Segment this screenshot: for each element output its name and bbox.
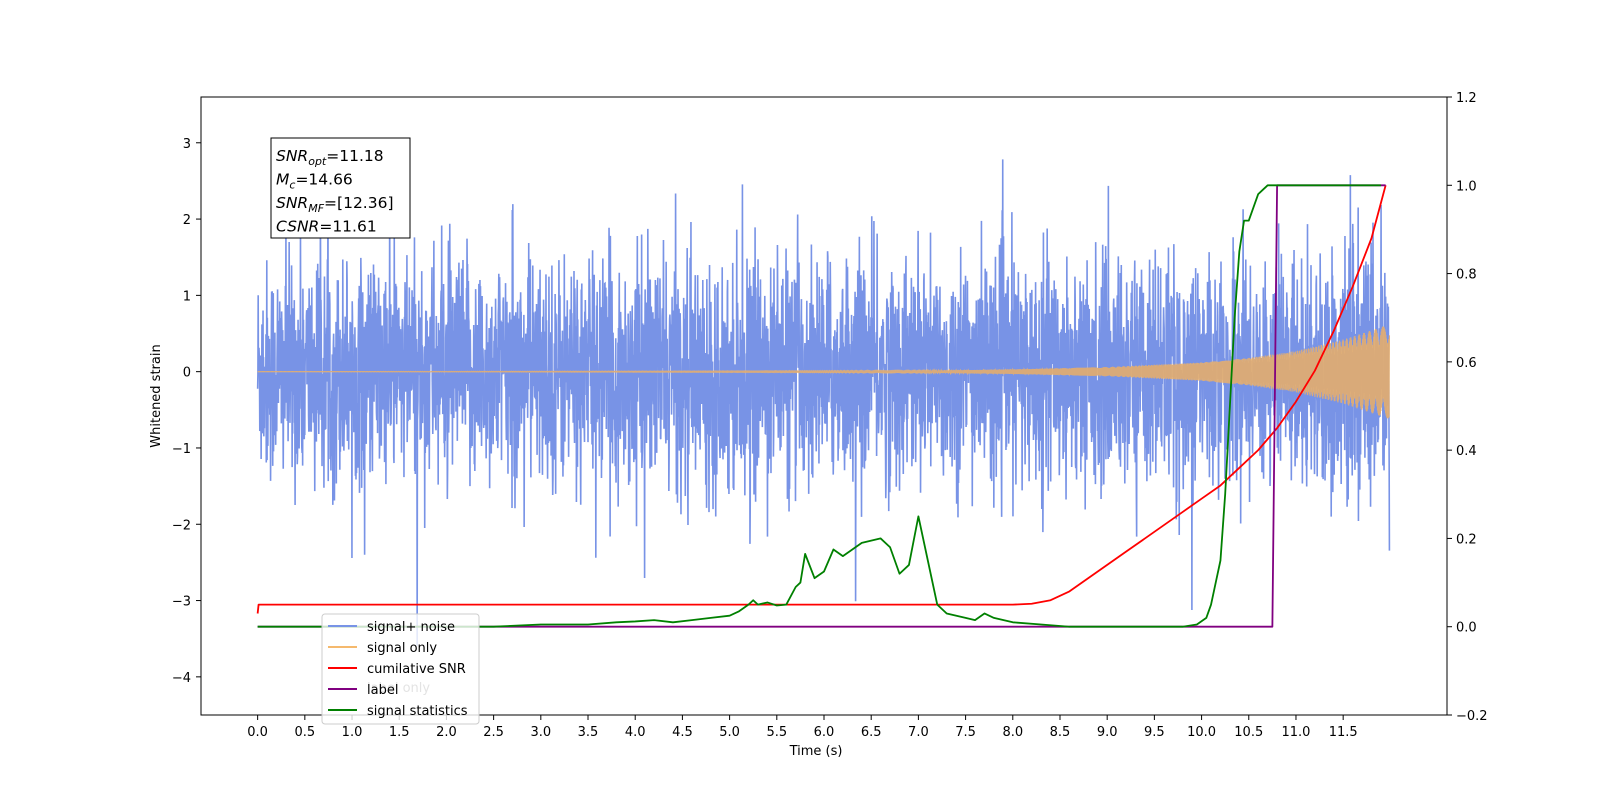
legend-entry: label (367, 683, 398, 698)
annotation-frame (270, 137, 411, 239)
y-left-tick-label: 0 (183, 366, 191, 381)
x-axis-label: Time (s) (789, 744, 843, 759)
x-tick-label: 3.0 (530, 725, 551, 740)
legend-entry: signal statistics (367, 704, 468, 719)
x-tick-label: 0.0 (247, 725, 268, 740)
x-tick-label: 11.5 (1329, 725, 1358, 740)
y-right-tick-label: 0.8 (1456, 268, 1477, 283)
series-cumilative-snrline (256, 185, 1387, 614)
y-right-tick-label: 1.2 (1456, 91, 1477, 106)
y-left-tick-label: −3 (172, 595, 191, 610)
annotation-line: CSNR=11.61 (276, 218, 377, 236)
x-tick-label: 8.5 (1050, 725, 1071, 740)
series-group (256, 159, 1391, 646)
x-tick-label: 5.5 (766, 725, 787, 740)
y-left-tick-label: 1 (183, 289, 191, 304)
x-tick-label: 6.0 (814, 725, 835, 740)
x-tick-label: 0.5 (294, 725, 315, 740)
x-tick-label: 11.0 (1281, 725, 1310, 740)
y-right-tick-label: 0.2 (1456, 532, 1477, 547)
y-right-tick-label: 0.4 (1456, 444, 1477, 459)
x-tick-label: 7.5 (955, 725, 976, 740)
x-tick-label: 10.5 (1234, 725, 1263, 740)
annotation-line: Mc=14.66 (276, 171, 353, 192)
legend-frame (321, 613, 480, 725)
series-signal-noise-line (256, 159, 1391, 646)
legend-entry: signal only (367, 641, 437, 656)
y-left-tick-label: −4 (172, 671, 191, 686)
x-tick-label: 5.0 (719, 725, 740, 740)
legend: label only signal+ noise signal only cumila… (321, 613, 480, 725)
y-right-tick-label: 1.0 (1456, 179, 1477, 194)
y-left-tick-label: 3 (183, 137, 191, 152)
x-tick-label: 2.0 (436, 725, 457, 740)
x-tick-label: 7.0 (908, 725, 929, 740)
x-tick-label: 4.5 (672, 725, 693, 740)
legend-entry: cumilative SNR (367, 662, 466, 677)
x-tick-label: 9.0 (1097, 725, 1118, 740)
x-tick-label: 10.0 (1187, 725, 1216, 740)
x-tick-label: 6.5 (861, 725, 882, 740)
series-signal-statisticsline (257, 184, 1381, 628)
annotation-line: SNRopt=11.18 (276, 147, 384, 168)
y-axis-label: Whitened strain (149, 344, 164, 447)
x-tick-label: 8.0 (1002, 725, 1023, 740)
x-tick-label: 9.5 (1144, 725, 1165, 740)
annotation-line: SNRMF=[12.36] (276, 194, 394, 215)
legend-ghost-text: label only (367, 681, 430, 696)
series-signal-only-tint (257, 326, 1390, 419)
x-tick-label: 4.0 (625, 725, 646, 740)
x-tick-label: 2.5 (483, 725, 504, 740)
y-right-tick-label: 0.6 (1456, 356, 1477, 371)
y-left-tick-label: 2 (183, 213, 191, 228)
legend-entry: signal+ noise (367, 620, 455, 635)
y-left-tick-label: −1 (172, 442, 191, 457)
x-tick-label: 1.5 (389, 725, 410, 740)
y-right-tick-label: 0.0 (1456, 621, 1477, 636)
y-left-tick-label: −2 (172, 518, 191, 533)
x-tick-label: 1.0 (342, 725, 363, 740)
y-right-tick-label: −0.2 (1456, 709, 1488, 724)
plot-area (256, 159, 1391, 646)
axes: 0.0 0.5 1.0 1.5 2.0 2.5 3.0 3.5 4.0 4.5 5.0 5.5 6.0 6… (172, 91, 1488, 740)
x-tick-label: 3.5 (578, 725, 599, 740)
